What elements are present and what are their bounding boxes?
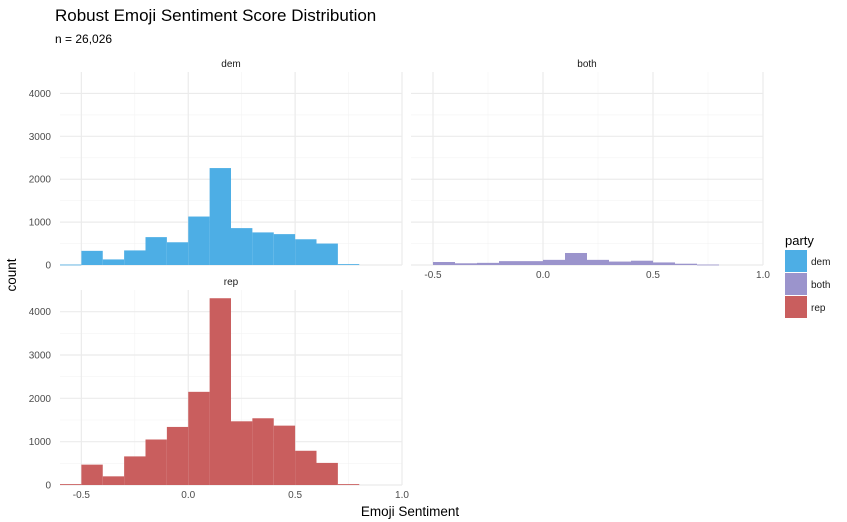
histogram-bar xyxy=(60,264,82,266)
histogram-bar xyxy=(209,168,231,265)
y-tick-label: 2000 xyxy=(29,394,52,405)
histogram-bar xyxy=(102,259,125,265)
histogram-bar xyxy=(697,264,719,266)
histogram-bar xyxy=(145,237,167,265)
histogram-bar xyxy=(252,418,274,485)
x-tick-label: -0.5 xyxy=(424,270,442,281)
histogram-bar xyxy=(188,391,210,485)
histogram-bar xyxy=(587,259,609,265)
x-tick-label: 0.0 xyxy=(181,490,195,501)
histogram-bar xyxy=(81,250,103,265)
histogram-bar xyxy=(252,232,274,265)
histogram-bar xyxy=(81,464,103,485)
histogram-bar xyxy=(653,262,675,265)
legend-key-both xyxy=(785,273,807,295)
x-tick-label: 1.0 xyxy=(395,490,409,501)
facet-panel-rep: rep 0 1000 2000 3000 4000 -0.5 0.0 0.5 1.0 xyxy=(29,277,410,501)
x-tick-label: 1.0 xyxy=(756,270,770,281)
legend-label-dem: dem xyxy=(811,257,830,268)
histogram-bar xyxy=(316,243,338,265)
histogram-bar xyxy=(295,450,317,485)
legend-label-both: both xyxy=(811,280,830,291)
y-tick-label: 0 xyxy=(45,481,51,492)
histogram-bar xyxy=(273,425,296,485)
x-tick-label: 0.5 xyxy=(646,270,660,281)
histogram-bar xyxy=(543,259,565,265)
facet-panel-both: both -0.5 0.0 0.5 1.0 xyxy=(411,59,770,281)
y-tick-label: 2000 xyxy=(29,175,52,186)
histogram-bar xyxy=(565,252,587,265)
y-tick-label: 4000 xyxy=(29,307,52,318)
x-axis-title: Emoji Sentiment xyxy=(361,504,460,519)
x-tick-label: 0.5 xyxy=(288,490,302,501)
histogram-bar xyxy=(499,261,521,265)
legend-key-dem xyxy=(785,250,807,272)
histogram-bar xyxy=(477,262,499,265)
y-tick-label: 3000 xyxy=(29,351,52,362)
histogram-bar xyxy=(188,216,210,265)
histogram-bar xyxy=(273,234,296,265)
histogram-bar xyxy=(102,476,125,485)
facet-strip-label: dem xyxy=(221,59,240,70)
histogram-bar xyxy=(231,228,253,265)
y-tick-label: 0 xyxy=(45,261,51,272)
histogram-bar xyxy=(521,261,543,265)
facet-strip-label: rep xyxy=(224,277,239,288)
histogram-bar xyxy=(433,261,455,265)
chart-title: Robust Emoji Sentiment Score Distributio… xyxy=(55,6,376,25)
facet-panel-dem: dem 0 1000 2000 3000 4000 xyxy=(29,59,403,272)
y-tick-label: 1000 xyxy=(29,437,52,448)
legend-label-rep: rep xyxy=(811,303,826,314)
histogram-bar xyxy=(337,484,360,485)
histogram-bar xyxy=(145,439,167,485)
y-tick-label: 1000 xyxy=(29,218,52,229)
histogram-bar xyxy=(631,260,653,265)
histogram-bar xyxy=(166,242,189,265)
x-tick-label: 0.0 xyxy=(536,270,550,281)
histogram-bar xyxy=(60,484,82,485)
legend-key-rep xyxy=(785,296,807,318)
histogram-bar xyxy=(316,462,338,485)
legend-title: party xyxy=(785,233,814,248)
histogram-bar xyxy=(337,264,360,265)
chart-subtitle: n = 26,026 xyxy=(55,32,112,46)
histogram-bar xyxy=(609,261,631,265)
histogram-bar xyxy=(166,426,189,485)
legend: party dem both rep xyxy=(785,233,830,318)
histogram-bar xyxy=(231,421,253,485)
x-tick-label: -0.5 xyxy=(73,490,91,501)
facet-strip-label: both xyxy=(577,59,596,70)
histogram-bar xyxy=(675,263,697,265)
histogram-bar xyxy=(124,456,146,485)
y-tick-label: 4000 xyxy=(29,89,52,100)
histogram-bar xyxy=(209,298,231,485)
histogram-bar xyxy=(295,239,317,265)
histogram-bar xyxy=(455,263,477,265)
y-tick-label: 3000 xyxy=(29,132,52,143)
histogram-bar xyxy=(124,250,146,265)
y-axis-title: count xyxy=(4,258,19,291)
